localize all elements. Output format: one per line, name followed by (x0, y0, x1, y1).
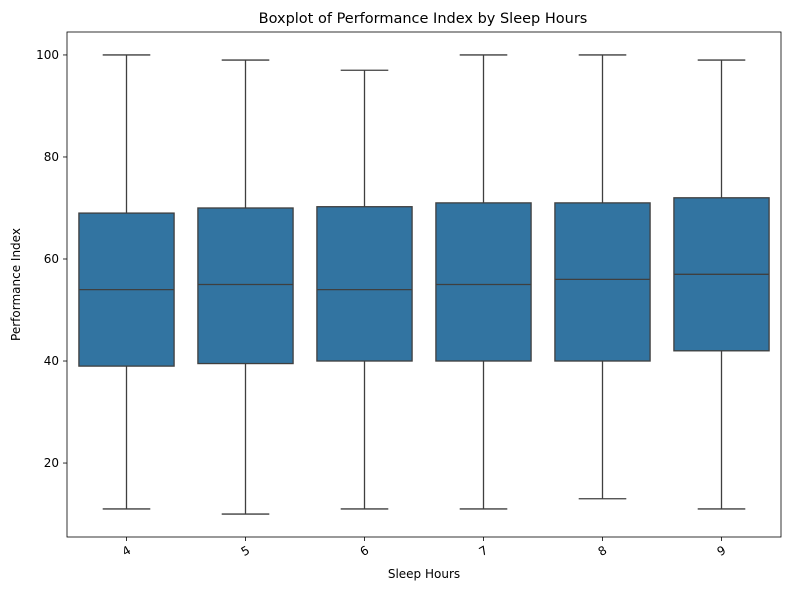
box-group-8 (554, 54, 651, 500)
box-group-9 (673, 59, 770, 510)
box-group-7 (435, 54, 532, 510)
y-axis-label: Performance Index (9, 228, 23, 341)
x-tick-label: 7 (477, 543, 491, 559)
x-tick-label: 4 (120, 543, 134, 559)
x-axis: 4 5 6 7 8 9 (120, 537, 729, 559)
y-tick-label: 80 (44, 150, 59, 164)
box (316, 206, 413, 362)
x-tick-label: 8 (596, 543, 610, 559)
x-axis-label: Sleep Hours (388, 567, 460, 581)
x-tick-label: 5 (239, 543, 253, 559)
box-group-5 (197, 59, 294, 515)
box-group-4 (78, 54, 175, 510)
y-tick-label: 20 (44, 456, 59, 470)
y-tick-label: 100 (36, 48, 59, 62)
box (197, 207, 294, 365)
chart-title: Boxplot of Performance Index by Sleep Ho… (259, 11, 588, 27)
y-tick-label: 40 (44, 354, 59, 368)
plot-area (66, 31, 782, 538)
box-group-6 (316, 69, 413, 510)
box (554, 202, 651, 362)
x-tick-label: 6 (358, 543, 372, 559)
x-tick-label: 9 (715, 543, 729, 559)
boxes-layer (78, 54, 770, 515)
y-axis: 20 40 60 80 100 (36, 48, 67, 470)
y-tick-label: 60 (44, 252, 59, 266)
box (435, 202, 532, 362)
